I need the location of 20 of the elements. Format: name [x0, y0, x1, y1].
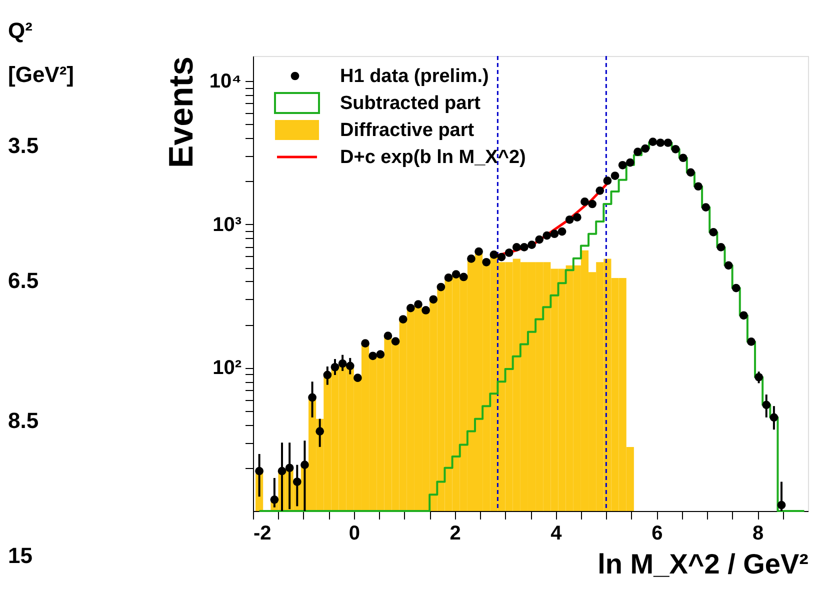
x-tick-label: 2 — [450, 522, 461, 544]
legend-label: Subtracted part — [340, 93, 482, 114]
text: Q² [GeV²] — [8, 18, 74, 87]
legend-label: H1 data (prelim.) — [340, 66, 489, 87]
x-axis-title: ln M_X^2 / GeV² — [598, 548, 808, 580]
x-tick-label: 0 — [348, 522, 360, 544]
y-axis-title: Events — [162, 56, 200, 168]
y-tick-label: 10⁴ — [209, 70, 242, 93]
x-tick-label: 4 — [550, 522, 563, 544]
text: 15 — [8, 543, 32, 568]
text: 3.5 — [8, 133, 39, 158]
text: 6.5 — [8, 268, 39, 293]
legend-label: Diffractive part — [340, 120, 475, 141]
x-tick-label: 8 — [752, 522, 764, 544]
x-tick-label: 6 — [652, 522, 663, 544]
legend-label: D+c exp(b ln M_X^2) — [340, 147, 526, 168]
text: 8.5 — [8, 408, 39, 433]
y-tick-label: 10³ — [212, 214, 242, 236]
y-tick-label: 10² — [212, 357, 242, 380]
x-tick-label: -2 — [254, 522, 272, 544]
